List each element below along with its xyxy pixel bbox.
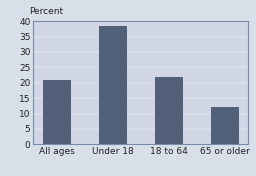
Bar — [155, 77, 183, 144]
Text: Percent: Percent — [29, 8, 63, 17]
Bar — [211, 107, 239, 144]
Bar — [43, 80, 71, 144]
Bar — [99, 26, 127, 144]
